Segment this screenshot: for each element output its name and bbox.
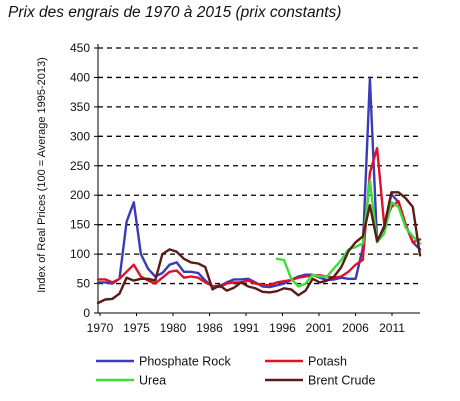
legend-label-potash: Potash <box>308 355 347 369</box>
x-tick-label: 1996 <box>269 321 296 335</box>
x-tick-label: 2011 <box>379 321 405 335</box>
series-lines <box>96 77 422 305</box>
series-line-phosphate-rock <box>96 77 422 289</box>
y-tick-label: 200 <box>70 188 90 202</box>
axes: 0 50 100 150 200 250 300 350 400 450 1970 1975 1980 1… <box>70 41 420 335</box>
y-tick-label: 50 <box>77 277 91 291</box>
y-tick-label: 450 <box>70 41 90 55</box>
y-tick-label: 0 <box>83 306 90 320</box>
series-line-brent-crude <box>96 191 422 305</box>
y-tick-label: 250 <box>70 159 90 173</box>
x-tick-label: 1970 <box>87 321 114 335</box>
x-tick-label: 1991 <box>233 321 260 335</box>
x-tick-label: 1980 <box>160 321 187 335</box>
x-tick-label: 2006 <box>342 321 369 335</box>
x-tick-label: 2001 <box>306 321 333 335</box>
legend: Phosphate Rock Potash Urea Brent Crude <box>96 355 375 388</box>
y-tick-label: 100 <box>70 247 90 261</box>
x-tick-label: 1986 <box>196 321 223 335</box>
x-tick-label: 1975 <box>123 321 150 335</box>
chart-title: Prix des engrais de 1970 à 2015 (prix co… <box>8 4 342 21</box>
y-tick-label: 400 <box>70 70 90 84</box>
y-tick-label: 300 <box>70 129 90 143</box>
y-tick-label: 350 <box>70 100 90 114</box>
legend-label-urea: Urea <box>139 374 166 388</box>
legend-label-brent-crude: Brent Crude <box>308 374 375 388</box>
y-tick-label: 150 <box>70 218 90 232</box>
legend-label-phosphate-rock: Phosphate Rock <box>139 355 231 369</box>
